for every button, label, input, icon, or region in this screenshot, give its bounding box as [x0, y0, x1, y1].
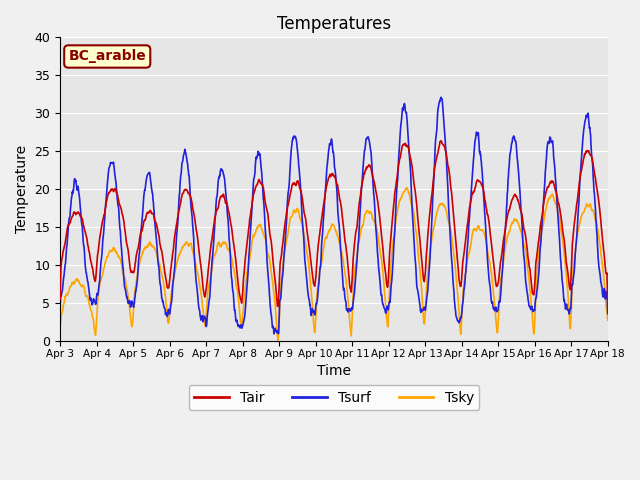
- Line: Tsurf: Tsurf: [60, 97, 608, 334]
- Tair: [274, 303, 282, 309]
- Legend: Tair, Tsurf, Tsky: Tair, Tsurf, Tsky: [189, 385, 479, 410]
- Tsky: [56, 325, 64, 331]
- Tsurf: [56, 309, 64, 314]
- Tsurf: [270, 331, 278, 337]
- Line: Tsky: Tsky: [60, 188, 608, 340]
- Tsurf: [540, 200, 547, 206]
- Line: Tair: Tair: [60, 141, 608, 306]
- Tsky: [604, 317, 612, 323]
- Tsurf: [492, 306, 499, 312]
- Tsurf: [164, 306, 172, 312]
- Tsky: [403, 185, 410, 191]
- Tair: [540, 202, 547, 208]
- Tair: [56, 296, 64, 302]
- Tsky: [164, 320, 172, 326]
- Tsky: [275, 337, 282, 343]
- Tair: [239, 282, 247, 288]
- Tsurf: [419, 307, 427, 313]
- X-axis label: Time: Time: [317, 364, 351, 378]
- Tair: [492, 274, 499, 280]
- Tsurf: [604, 311, 612, 316]
- Tair: [164, 285, 172, 291]
- Title: Temperatures: Temperatures: [277, 15, 391, 33]
- Tair: [419, 273, 427, 279]
- Tsky: [178, 246, 186, 252]
- Tsurf: [178, 161, 186, 167]
- Tsky: [420, 315, 428, 321]
- Tsky: [540, 221, 547, 227]
- Tair: [604, 297, 612, 303]
- Text: BC_arable: BC_arable: [68, 49, 146, 63]
- Tsky: [492, 307, 499, 312]
- Tsurf: [437, 95, 445, 100]
- Tair: [178, 193, 186, 199]
- Y-axis label: Temperature: Temperature: [15, 145, 29, 233]
- Tair: [437, 138, 445, 144]
- Tsky: [239, 309, 247, 314]
- Tsurf: [239, 321, 247, 326]
